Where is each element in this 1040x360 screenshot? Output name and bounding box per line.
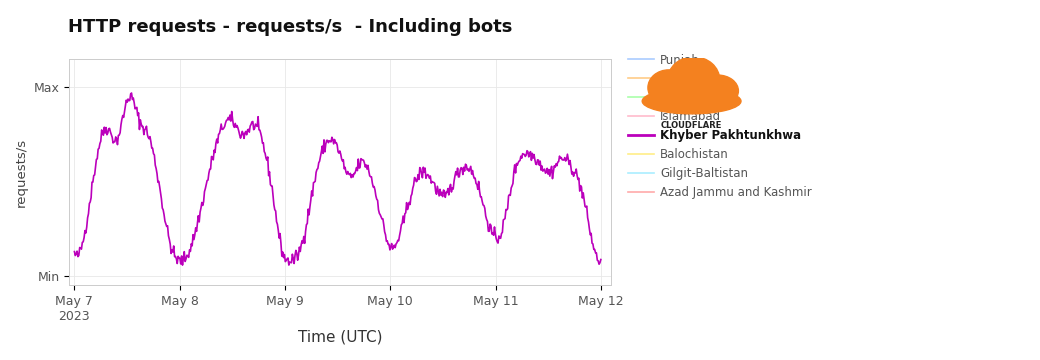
Ellipse shape <box>697 75 738 107</box>
Text: HTTP requests - requests/s  - Including bots: HTTP requests - requests/s - Including b… <box>68 18 512 36</box>
X-axis label: Time (UTC): Time (UTC) <box>298 330 383 345</box>
Text: CLOUDFLARE: CLOUDFLARE <box>660 121 723 130</box>
Ellipse shape <box>643 89 740 114</box>
Ellipse shape <box>668 57 720 103</box>
Legend: Punjab, Sindh, <undefined>, Islamabad, Khyber Pakhtunkhwa, Balochistan, Gilgit-B: Punjab, Sindh, <undefined>, Islamabad, K… <box>628 54 812 199</box>
Ellipse shape <box>648 70 690 105</box>
Y-axis label: requests/s: requests/s <box>15 138 28 207</box>
